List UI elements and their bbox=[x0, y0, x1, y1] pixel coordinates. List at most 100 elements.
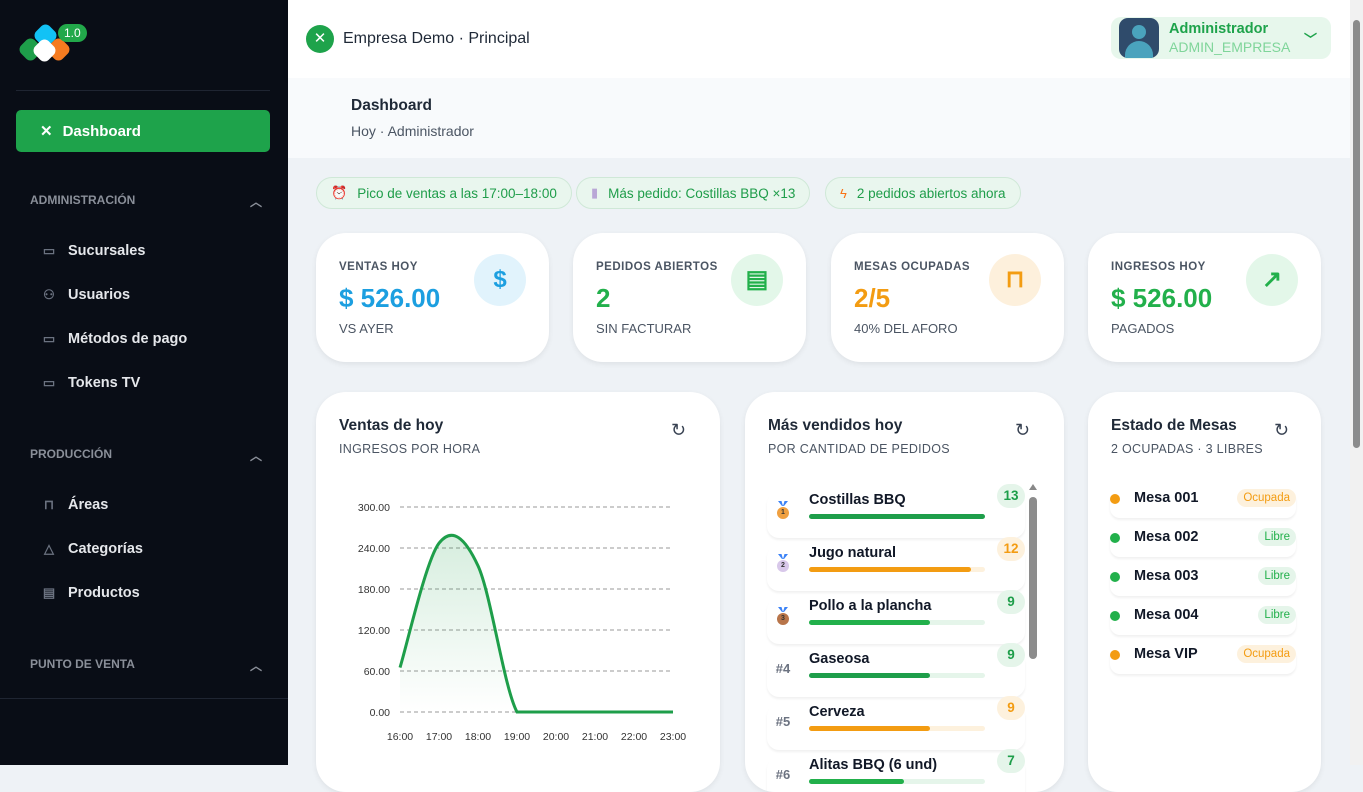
status-dot bbox=[1110, 494, 1120, 504]
list-item[interactable]: 2 Jugo natural 12 bbox=[767, 537, 1025, 591]
status-dot bbox=[1110, 533, 1120, 543]
table-name: Mesa 004 bbox=[1134, 607, 1199, 623]
status-badge: Libre bbox=[1258, 567, 1296, 585]
sidebar-item-sucursales[interactable]: ▭ Sucursales bbox=[40, 243, 146, 259]
sidebar-section[interactable]: ADMINISTRACIÓN ︿ bbox=[30, 193, 262, 210]
rank-label: #6 bbox=[775, 767, 791, 782]
divider bbox=[0, 698, 288, 699]
y-tick-label: 0.00 bbox=[370, 707, 391, 719]
y-tick-label: 180.00 bbox=[358, 584, 390, 596]
count-badge: 12 bbox=[997, 537, 1025, 561]
progress-track bbox=[809, 514, 985, 519]
list-item[interactable]: #4 Gaseosa 9 bbox=[767, 643, 1025, 697]
product-name: Costillas BBQ bbox=[809, 492, 906, 508]
sidebar-item-productos[interactable]: ▤ Productos bbox=[40, 585, 140, 601]
y-tick-label: 60.00 bbox=[364, 666, 390, 678]
count-badge: 7 bbox=[997, 749, 1025, 773]
trending-up-icon: ↗ bbox=[1246, 254, 1298, 306]
progress-track bbox=[809, 673, 985, 678]
insight-chip[interactable]: ϟ 2 pedidos abiertos ahora bbox=[825, 177, 1021, 209]
insight-chip[interactable]: ▮ Más pedido: Costillas BBQ ×13 bbox=[576, 177, 811, 209]
list-item[interactable]: #6 Alitas BBQ (6 und) 7 bbox=[767, 749, 1025, 792]
rank-label: #4 bbox=[775, 661, 791, 676]
sidebar-item-label: Usuarios bbox=[68, 287, 131, 303]
card-subtitle: 2 OCUPADAS · 3 LIBRES bbox=[1111, 442, 1263, 456]
list-item[interactable]: 1 Costillas BBQ 13 bbox=[767, 484, 1025, 538]
table-row[interactable]: Mesa VIP Ocupada bbox=[1110, 645, 1296, 674]
card-title: Más vendidos hoy bbox=[768, 417, 903, 434]
progress-track bbox=[809, 779, 985, 784]
sidebar-item-label: Sucursales bbox=[68, 243, 146, 259]
archive-icon: ▤ bbox=[42, 585, 56, 600]
table-row[interactable]: Mesa 002 Libre bbox=[1110, 528, 1296, 557]
section-title: PRODUCCIÓN bbox=[30, 447, 113, 461]
sidebar-item-categor-as[interactable]: △ Categorías bbox=[40, 541, 143, 557]
sidebar-section[interactable]: PRODUCCIÓN ︿ bbox=[30, 447, 262, 464]
receipt-icon: ▤ bbox=[731, 254, 783, 306]
page-header: Dashboard Hoy · Administrador bbox=[288, 78, 1350, 158]
list-item[interactable]: #5 Cerveza 9 bbox=[767, 696, 1025, 750]
section-title: ADMINISTRACIÓN bbox=[30, 193, 136, 207]
sidebar-item-label: Métodos de pago bbox=[68, 331, 188, 347]
medal-icon: 2 bbox=[777, 560, 789, 572]
refresh-icon[interactable]: ↻ bbox=[1015, 420, 1031, 440]
kpi-label: INGRESOS HOY bbox=[1111, 261, 1206, 273]
lightning-icon: ϟ bbox=[840, 185, 847, 201]
count-badge: 9 bbox=[997, 696, 1025, 720]
shapes-icon: △ bbox=[44, 541, 54, 556]
series-line bbox=[398, 533, 673, 714]
y-tick-label: 300.00 bbox=[358, 502, 390, 514]
status-badge: Libre bbox=[1258, 606, 1296, 624]
product-name: Jugo natural bbox=[809, 545, 897, 561]
sidebar-item-dashboard[interactable]: ✕ Dashboard bbox=[16, 110, 270, 152]
top-bar: ✕ Empresa Demo · Principal Administrador A… bbox=[288, 0, 1350, 78]
user-menu[interactable]: Administrador ADMIN_EMPRESA ﹀ bbox=[1111, 17, 1331, 59]
sidebar-item--reas[interactable]: ⊓ Áreas bbox=[40, 497, 108, 513]
top-products-card: Más vendidos hoy POR CANTIDAD DE PEDIDOS… bbox=[745, 392, 1064, 792]
kpi-card: MESAS OCUPADAS 2/5 40% DEL AFORO ⊓ bbox=[831, 233, 1064, 362]
sidebar-section[interactable]: PUNTO DE VENTA ︿ bbox=[30, 657, 262, 674]
table-row[interactable]: Mesa 001 Ocupada bbox=[1110, 489, 1296, 518]
count-badge: 13 bbox=[997, 484, 1025, 508]
credit-card-icon: ▭ bbox=[42, 331, 56, 346]
medal-icon: 3 bbox=[777, 613, 789, 625]
status-dot bbox=[1110, 572, 1120, 582]
progress-fill bbox=[809, 514, 985, 519]
list-item[interactable]: 3 Pollo a la plancha 9 bbox=[767, 590, 1025, 644]
kpi-card: PEDIDOS ABIERTOS 2 SIN FACTURAR ▤ bbox=[573, 233, 806, 362]
table-row[interactable]: Mesa 004 Libre bbox=[1110, 606, 1296, 635]
tables-status-card: Estado de Mesas 2 OCUPADAS · 3 LIBRES ↻ … bbox=[1088, 392, 1321, 792]
kpi-label: PEDIDOS ABIERTOS bbox=[596, 261, 718, 273]
table-name: Mesa 001 bbox=[1134, 490, 1199, 506]
company-name: Empresa Demo · Principal bbox=[343, 30, 530, 47]
refresh-icon[interactable]: ↻ bbox=[671, 420, 687, 440]
list-scrollbar[interactable] bbox=[1028, 484, 1038, 774]
plate-icon: ▮ bbox=[591, 185, 599, 200]
card-title: Ventas de hoy bbox=[339, 417, 444, 434]
chip-text: Más pedido: Costillas BBQ ×13 bbox=[608, 185, 796, 201]
sidebar-item-m-todos-de-pago[interactable]: ▭ Métodos de pago bbox=[40, 331, 187, 347]
chevron-up-icon: ︿ bbox=[249, 659, 262, 673]
table-name: Mesa VIP bbox=[1134, 646, 1198, 662]
y-tick-label: 240.00 bbox=[358, 543, 390, 555]
avatar bbox=[1119, 18, 1159, 58]
sidebar: 1.0 ✕ Dashboard ADMINISTRACIÓN ︿ ▭ Sucursale… bbox=[0, 0, 288, 765]
sidebar-item-usuarios[interactable]: ⚇ Usuarios bbox=[40, 287, 130, 303]
table-name: Mesa 003 bbox=[1134, 568, 1199, 584]
sidebar-item-tokens-tv[interactable]: ▭ Tokens TV bbox=[40, 375, 140, 391]
tools-icon: ✕ bbox=[40, 123, 53, 140]
x-tick-label: 18:00 bbox=[465, 731, 491, 743]
sidebar-item-label: Tokens TV bbox=[68, 375, 141, 391]
x-tick-label: 21:00 bbox=[582, 731, 608, 743]
refresh-icon[interactable]: ↻ bbox=[1274, 420, 1290, 440]
user-role: ADMIN_EMPRESA bbox=[1169, 38, 1291, 55]
insight-chip[interactable]: ⏰ Pico de ventas a las 17:00–18:00 bbox=[316, 177, 572, 209]
progress-fill bbox=[809, 779, 905, 784]
sidebar-item-label: Productos bbox=[68, 585, 140, 601]
company-selector[interactable]: ✕ Empresa Demo · Principal bbox=[306, 25, 530, 53]
breadcrumb: Hoy · Administrador bbox=[351, 123, 474, 139]
kpi-card: INGRESOS HOY $ 526.00 PAGADOS ↗ bbox=[1088, 233, 1321, 362]
page-scrollbar[interactable] bbox=[1350, 0, 1363, 765]
table-row[interactable]: Mesa 003 Libre bbox=[1110, 567, 1296, 596]
sales-chart-card: Ventas de hoy INGRESOS POR HORA ↻ 0.00 60… bbox=[316, 392, 720, 792]
